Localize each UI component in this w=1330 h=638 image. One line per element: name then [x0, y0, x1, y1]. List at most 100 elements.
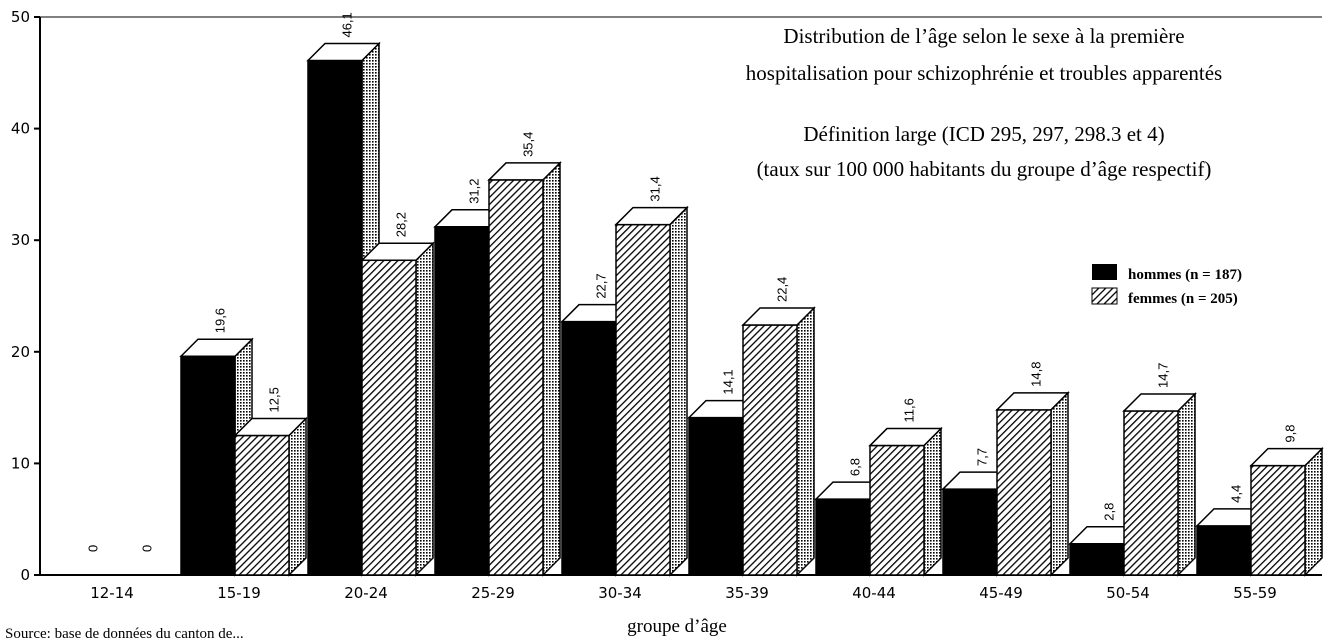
legend-label-hommes: hommes (n = 187): [1128, 267, 1242, 283]
bar-side-face: [923, 426, 942, 577]
bar-front-face: [688, 416, 744, 576]
data-label: 46,1: [340, 12, 355, 37]
data-label: 22,7: [594, 273, 609, 298]
bar-front-face: [1069, 543, 1125, 576]
bar-top-face: [868, 427, 943, 447]
y-tick-label: 20: [11, 343, 30, 361]
bar-side-face: [1177, 392, 1196, 577]
bar-femmes: 14,7: [1122, 363, 1197, 577]
x-tick-label: 20-24: [344, 584, 388, 602]
data-label: 12,5: [267, 387, 282, 412]
bar-side-face: [669, 205, 688, 577]
bar-femmes: 28,2: [360, 212, 435, 577]
data-label: 31,4: [648, 176, 663, 201]
bar-femmes: 22,4: [741, 277, 816, 577]
chart-title: Distribution de l’âge selon le sexe à la…: [746, 24, 1222, 85]
data-label: 19,6: [213, 308, 228, 333]
legend: hommes (n = 187) femmes (n = 205): [1091, 264, 1242, 307]
bar-front-face: [942, 488, 998, 576]
x-tick-label: 12-14: [90, 584, 134, 602]
bar-front-face: [869, 444, 925, 576]
bar-top-face: [487, 162, 562, 181]
bar-front-face: [1123, 410, 1179, 576]
bar-side-face: [415, 241, 434, 577]
data-label: 0: [86, 545, 101, 552]
bar-front-face: [561, 320, 617, 576]
bar-femmes: 12,5: [233, 387, 308, 577]
x-tick-label: 45-49: [979, 584, 1023, 602]
bar-front-face: [307, 59, 363, 576]
data-label: 11,6: [902, 398, 917, 422]
data-label: 14,1: [721, 369, 736, 394]
legend-swatch-femmes: [1091, 287, 1118, 305]
y-tick-label: 10: [11, 454, 30, 472]
bar-top-face: [306, 42, 381, 62]
data-label: 14,8: [1029, 362, 1044, 387]
bars: 0 0 19,6 12,5 46,1 28,2 31,2 35,4 22,7 31,4 14,1 22…: [86, 12, 1324, 577]
legend-swatch-hommes: [1092, 264, 1117, 280]
x-tick-label: 25-29: [471, 584, 515, 602]
title-line-1: Distribution de l’âge selon le sexe à la…: [783, 24, 1184, 48]
data-label: 31,2: [467, 178, 482, 203]
bar-front-face: [996, 409, 1052, 576]
bar-femmes: 31,4: [614, 176, 689, 577]
bar-femmes: 9,8: [1249, 425, 1324, 577]
data-label: 2,8: [1102, 503, 1117, 521]
bar-front-face: [815, 498, 871, 576]
bar-front-face: [180, 355, 236, 576]
bar-front-face: [615, 223, 671, 576]
chart-subtitle: Définition large (ICD 295, 297, 298.3 et…: [757, 122, 1212, 181]
bar-side-face: [796, 306, 815, 577]
data-label: 28,2: [394, 212, 409, 237]
data-label: 35,4: [521, 132, 536, 157]
bar-front-face: [434, 226, 490, 576]
bar-top-face: [233, 417, 308, 437]
bar-femmes: 35,4: [487, 132, 562, 577]
x-tick-label: 30-34: [598, 584, 642, 602]
subtitle-line-2: (taux sur 100 000 habitants du groupe d’…: [757, 157, 1212, 181]
y-tick-label: 0: [20, 566, 30, 584]
bar-side-face: [1050, 391, 1069, 577]
bar-side-face: [542, 161, 561, 577]
bar-femmes: 11,6: [868, 398, 943, 577]
x-axis-title: groupe d’âge: [627, 616, 727, 637]
bar-front-face: [1250, 464, 1306, 576]
title-line-2: hospitalisation pour schizophrénie et tr…: [746, 61, 1222, 85]
bar-front-face: [742, 324, 798, 576]
bar-front-face: [488, 179, 544, 576]
bar-femmes: 14,8: [995, 362, 1070, 577]
data-label: 0: [140, 545, 155, 552]
bar-side-face: [1304, 446, 1323, 577]
data-label: 7,7: [975, 448, 990, 466]
x-tick-label: 15-19: [217, 584, 261, 602]
bar-top-face: [741, 307, 816, 326]
bar-hommes: 0: [86, 545, 101, 552]
x-tick-label: 55-59: [1233, 584, 1277, 602]
bar-side-face: [288, 416, 307, 577]
y-axis-ticks: 0 10 20 30 40 50: [11, 8, 40, 584]
bar-top-face: [995, 392, 1070, 411]
bar-front-face: [234, 434, 290, 576]
data-label: 4,4: [1229, 485, 1244, 503]
bar-top-face: [360, 242, 435, 262]
data-label: 6,8: [848, 458, 863, 476]
bar-top-face: [1122, 393, 1197, 412]
bar-front-face: [1196, 525, 1252, 576]
x-tick-label: 50-54: [1106, 584, 1150, 602]
legend-label-femmes: femmes (n = 205): [1128, 291, 1238, 307]
y-tick-label: 50: [11, 8, 30, 26]
x-tick-label: 40-44: [852, 584, 896, 602]
data-label: 22,4: [775, 277, 790, 302]
bar-top-face: [179, 338, 254, 358]
x-tick-label: 35-39: [725, 584, 769, 602]
bar-front-face: [361, 259, 417, 576]
data-label: 9,8: [1283, 425, 1298, 443]
data-label: 14,7: [1156, 363, 1171, 388]
subtitle-line-1: Définition large (ICD 295, 297, 298.3 et…: [803, 122, 1164, 146]
bar-top-face: [1249, 447, 1324, 467]
source-note: Source: base de données du canton de...: [5, 626, 244, 638]
y-tick-label: 30: [11, 231, 30, 249]
bar-top-face: [614, 206, 689, 226]
x-axis-tick-labels: 12-14 15-19 20-24 25-29 30-34 35-39 40-44 45-49…: [90, 584, 1277, 602]
